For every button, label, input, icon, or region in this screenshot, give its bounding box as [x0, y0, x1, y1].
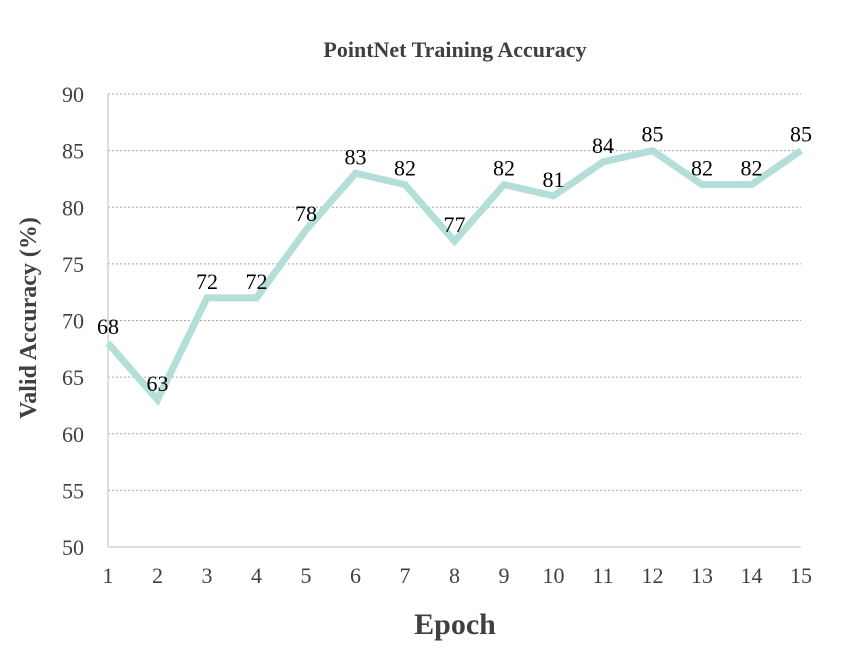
chart-title: PointNet Training Accuracy [323, 37, 586, 62]
data-point [800, 150, 802, 152]
data-label: 82 [691, 156, 713, 181]
y-tick-label: 75 [62, 252, 84, 277]
x-tick-label: 2 [152, 563, 163, 588]
data-label: 82 [493, 156, 515, 181]
data-point [404, 184, 406, 186]
data-label: 82 [394, 156, 416, 181]
y-tick-labels: 50 55 60 65 70 75 80 85 90 [62, 82, 84, 560]
x-tick-label: 15 [790, 563, 812, 588]
data-point [602, 161, 604, 163]
data-label: 72 [196, 269, 218, 294]
data-point [503, 184, 505, 186]
data-point [652, 150, 653, 152]
x-tick-label: 7 [400, 563, 411, 588]
y-tick-label: 85 [62, 139, 84, 164]
y-tick-label: 65 [62, 365, 84, 390]
y-tick-label: 50 [62, 535, 84, 560]
gridlines [108, 93, 801, 491]
y-axis-title: Valid Accuracy (%) [16, 217, 42, 419]
data-point [701, 184, 703, 186]
x-tick-label: 1 [103, 563, 114, 588]
x-tick-label: 6 [350, 563, 361, 588]
x-tick-label: 12 [642, 563, 664, 588]
x-tick-label: 13 [691, 563, 713, 588]
data-label: 68 [97, 314, 119, 339]
data-label: 77 [444, 212, 466, 237]
axes [107, 94, 801, 548]
x-tick-label: 11 [592, 563, 613, 588]
y-tick-label: 55 [62, 478, 84, 503]
series-lines [105, 146, 803, 407]
data-point [256, 297, 257, 299]
y-tick-label: 80 [62, 195, 84, 220]
data-point [305, 229, 307, 231]
data-label: 85 [790, 122, 812, 147]
data-point [107, 342, 109, 344]
x-tick-label: 3 [202, 563, 213, 588]
data-label: 63 [147, 371, 169, 396]
data-label: 78 [295, 201, 317, 226]
data-label: 84 [592, 133, 614, 158]
data-label: 83 [345, 144, 367, 169]
y-tick-label: 60 [62, 422, 84, 447]
x-tick-label: 14 [741, 563, 763, 588]
y-tick-label: 90 [62, 82, 84, 107]
data-label: 85 [642, 122, 664, 147]
x-axis-title: Epoch [414, 608, 496, 641]
y-tick-label: 70 [62, 309, 84, 334]
data-point [454, 240, 455, 242]
data-point [157, 399, 158, 401]
data-point [553, 195, 554, 197]
data-point [751, 184, 752, 186]
x-tick-label: 8 [449, 563, 460, 588]
data-label: 81 [543, 167, 565, 192]
x-tick-label: 10 [543, 563, 565, 588]
x-tick-label: 4 [251, 563, 262, 588]
data-point [355, 172, 356, 174]
data-label: 82 [741, 156, 763, 181]
data-label: 72 [246, 269, 268, 294]
x-tick-labels: 1 2 3 4 5 6 7 8 9 10 11 12 13 14 15 [103, 563, 813, 588]
x-tick-label: 5 [301, 563, 312, 588]
x-tick-label: 9 [499, 563, 510, 588]
data-point [206, 297, 208, 299]
data-labels: 68 63 72 72 78 83 82 77 82 81 84 85 82 82 85 [97, 122, 812, 396]
